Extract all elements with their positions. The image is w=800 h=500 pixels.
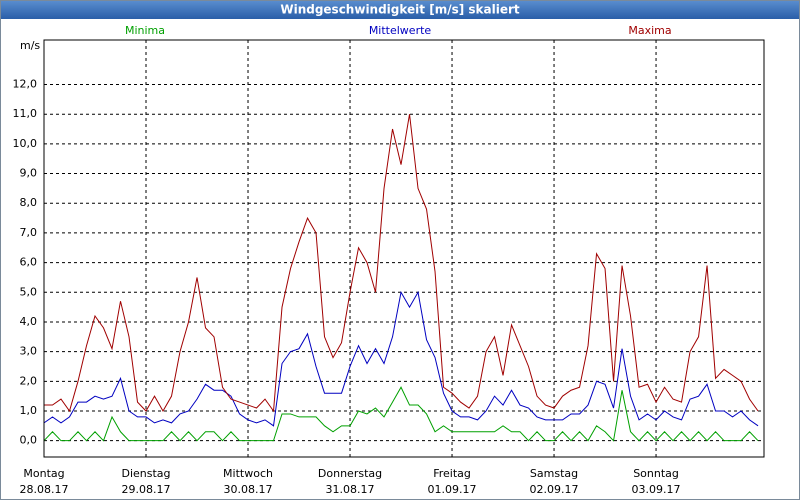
x-tick-date: 03.09.17	[632, 483, 681, 496]
y-tick-label: 0,0	[20, 434, 38, 447]
legend-entry: Maxima	[628, 24, 671, 37]
y-tick-label: 11,0	[13, 107, 38, 120]
title-bar	[0, 0, 800, 19]
x-tick-label: Freitag	[433, 467, 471, 480]
data-line	[44, 114, 759, 413]
x-tick-date: 01.09.17	[428, 483, 477, 496]
y-tick-label: 9,0	[20, 167, 38, 180]
x-tick-label: Samstag	[530, 467, 578, 480]
x-tick-date: 31.08.17	[326, 483, 375, 496]
x-tick-date: 30.08.17	[224, 483, 273, 496]
y-tick-label: 5,0	[20, 285, 38, 298]
y-tick-label: 1,0	[20, 404, 38, 417]
y-tick-label: 12,0	[13, 78, 38, 91]
plot-border	[43, 39, 765, 458]
y-tick-label: 10,0	[13, 137, 38, 150]
x-tick-label: Dienstag	[121, 467, 170, 480]
x-tick-date: 02.09.17	[530, 483, 579, 496]
y-tick-label: 7,0	[20, 226, 38, 239]
chart-title: Windgeschwindigkeit [m/s] skaliert	[280, 3, 520, 17]
y-tick-label: 8,0	[20, 196, 38, 209]
x-tick-label: Mittwoch	[223, 467, 273, 480]
y-axis-label: m/s	[20, 39, 40, 52]
x-tick-date: 29.08.17	[122, 483, 171, 496]
data-line	[43, 386, 759, 442]
legend-entry: Mittelwerte	[369, 24, 432, 37]
x-tick-label: Sonntag	[633, 467, 679, 480]
data-line	[43, 290, 759, 427]
legend-entry: Minima	[125, 24, 165, 37]
y-tick-label: 6,0	[20, 256, 38, 269]
x-tick-date: 28.08.17	[20, 483, 69, 496]
x-tick-label: Donnerstag	[318, 467, 382, 480]
y-tick-label: 4,0	[20, 315, 38, 328]
x-tick-label: Montag	[23, 467, 64, 480]
y-tick-label: 2,0	[20, 374, 38, 387]
y-tick-label: 3,0	[20, 345, 38, 358]
plot-area: 0,0 1,0 2,0 3,0 4,0 5,0 6,0 7,0 8,0 9,0 10,0 11,0 12…	[13, 40, 764, 496]
